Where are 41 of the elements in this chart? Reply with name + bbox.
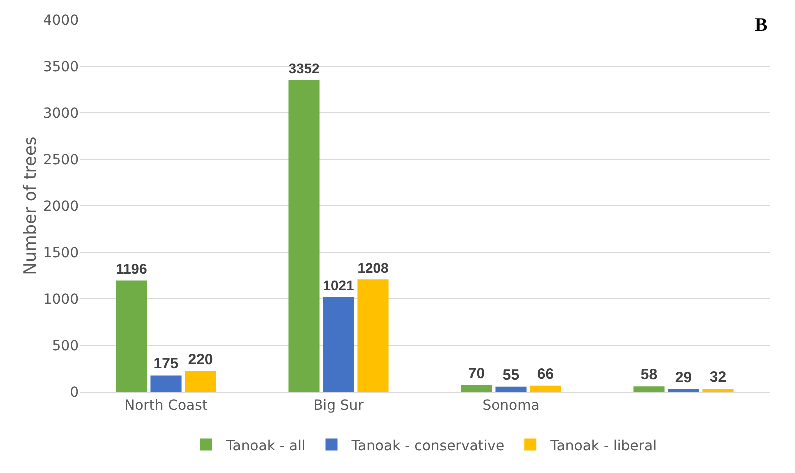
bar <box>668 389 700 392</box>
bar <box>116 280 148 392</box>
data-label: 1021 <box>323 277 354 294</box>
y-axis-title: Number of trees <box>21 136 41 276</box>
bar <box>150 376 182 392</box>
x-tick-label: North Coast <box>124 398 208 414</box>
x-tick-label: Big Sur <box>314 398 364 414</box>
y-tick-label: 2500 <box>43 152 79 168</box>
bar <box>496 386 527 392</box>
data-label: 55 <box>502 366 520 384</box>
data-label: 29 <box>675 369 692 386</box>
data-label: 66 <box>537 366 554 383</box>
x-tick-label: Sonoma <box>482 398 540 414</box>
legend-label: Tanoak - conservative <box>350 438 505 454</box>
bar <box>185 372 216 392</box>
y-tick-label: 3500 <box>43 59 79 76</box>
y-tick-label: 3000 <box>43 106 79 122</box>
data-label: 175 <box>154 356 179 373</box>
bar <box>358 280 389 392</box>
bar <box>288 80 320 392</box>
legend-label: Tanoak - liberal <box>550 438 657 454</box>
data-label: 70 <box>468 365 486 382</box>
y-tick-label: 500 <box>52 338 79 354</box>
bar <box>530 386 562 392</box>
legend-label: Tanoak - all <box>226 438 306 454</box>
bar <box>461 385 492 392</box>
y-tick-label: 1500 <box>43 245 79 262</box>
data-label: 58 <box>640 366 658 384</box>
y-tick-label: 2000 <box>43 198 79 215</box>
y-tick-label: 0 <box>70 384 79 401</box>
y-tick-label: 4000 <box>43 12 79 29</box>
data-label: 1208 <box>358 260 389 276</box>
annotation: B <box>755 15 768 36</box>
bar <box>323 297 354 392</box>
bar <box>634 386 665 392</box>
bar <box>702 389 734 392</box>
data-label: 1196 <box>116 262 148 278</box>
data-label: 3352 <box>288 60 320 77</box>
y-tick-label: 1000 <box>43 292 79 308</box>
data-label: 220 <box>188 352 214 369</box>
data-label: 32 <box>710 369 727 386</box>
